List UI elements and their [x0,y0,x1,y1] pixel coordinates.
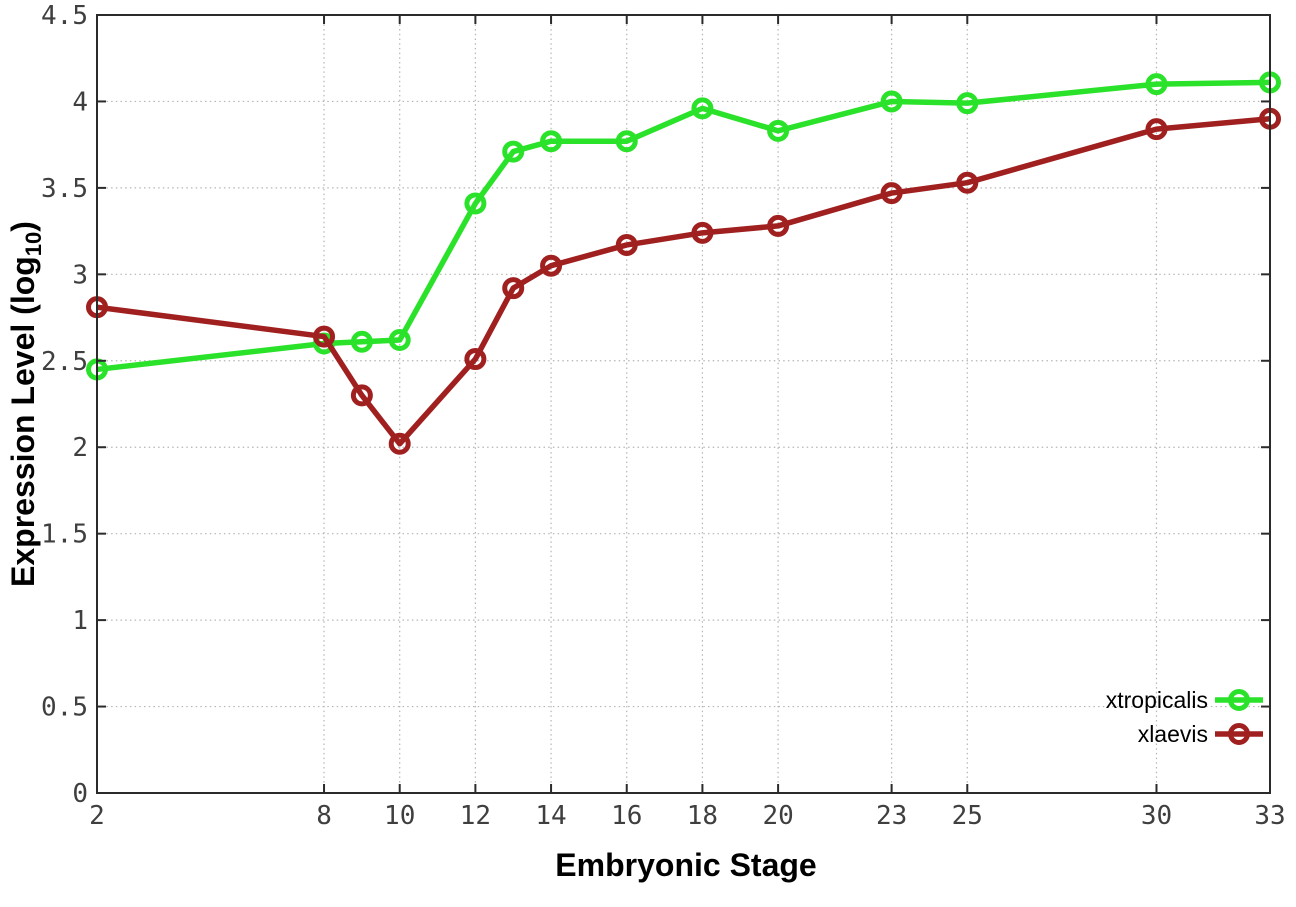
plot-border [96,14,1271,794]
x-tick-label: 23 [876,801,907,831]
x-tick-label: 2 [89,801,105,831]
series-layer [86,71,1281,455]
data-point-xlaevis [540,254,563,277]
legend-label-xlaevis: xlaevis [1138,721,1208,747]
y-tick-label: 2 [72,433,88,463]
x-tick-label: 14 [535,801,566,831]
data-point-xlaevis [350,384,373,407]
data-point-xtropicalis [767,119,790,142]
data-point-xlaevis [1145,118,1168,141]
y-tick-label: 3.5 [41,174,88,204]
data-point-xlaevis [691,221,714,244]
x-tick-label: 16 [611,801,642,831]
data-point-xlaevis [388,432,411,455]
y-tick-label: 2.5 [41,347,88,377]
legend-marker-icon-xlaevis [1228,723,1250,745]
x-tick-label: 12 [460,801,491,831]
ticks-layer [96,14,1271,794]
data-point-xlaevis [880,182,903,205]
grid-layer [97,15,1270,793]
y-tick-label: 4 [72,87,88,117]
data-point-xlaevis [502,277,525,300]
x-tick-label: 18 [687,801,718,831]
data-point-xtropicalis [691,97,714,120]
x-tick-label: 8 [316,801,332,831]
data-point-xtropicalis [502,140,525,163]
tick-labels-layer: 2 8 10 12 14 16 18 20 23 25 30 33 0 0.5 1 1.5 2 2.5 3 3.5 4 4… [41,1,1286,831]
y-tick-label: 0 [72,779,88,809]
series-line-xlaevis [96,115,1271,447]
y-tick-label: 1 [72,606,88,636]
data-point-xtropicalis [615,130,638,153]
legend: xtropicalis xlaevis [1106,687,1263,747]
y-axis-title: Expression Level (log10) [5,221,46,587]
y-axis-title-main: Expression Level (log [5,256,41,587]
series-line-xtropicalis [96,79,1271,373]
data-point-xtropicalis [956,92,979,115]
data-point-xlaevis [767,214,790,237]
data-point-xlaevis [313,325,336,348]
data-point-xlaevis [464,348,487,371]
legend-label-xtropicalis: xtropicalis [1106,687,1208,713]
x-tick-label: 33 [1254,801,1285,831]
y-tick-label: 4.5 [41,1,88,31]
data-point-xtropicalis [350,330,373,353]
data-point-xlaevis [956,171,979,194]
data-point-xtropicalis [1145,73,1168,96]
y-tick-label: 0.5 [41,693,88,723]
y-axis-title-close: ) [5,221,41,232]
x-tick-label: 20 [762,801,793,831]
x-axis-title: Embryonic Stage [555,847,816,883]
x-tick-label: 30 [1141,801,1172,831]
y-tick-label: 1.5 [41,520,88,550]
y-axis-title-subscript: 10 [21,232,46,256]
x-tick-label: 10 [384,801,415,831]
x-tick-label: 25 [952,801,983,831]
data-point-xtropicalis [388,329,411,352]
data-point-xtropicalis [464,192,487,215]
data-point-xtropicalis [880,90,903,113]
data-point-xlaevis [615,233,638,256]
legend-marker-icon-xtropicalis [1228,689,1250,711]
y-tick-label: 3 [72,260,88,290]
data-point-xtropicalis [540,130,563,153]
